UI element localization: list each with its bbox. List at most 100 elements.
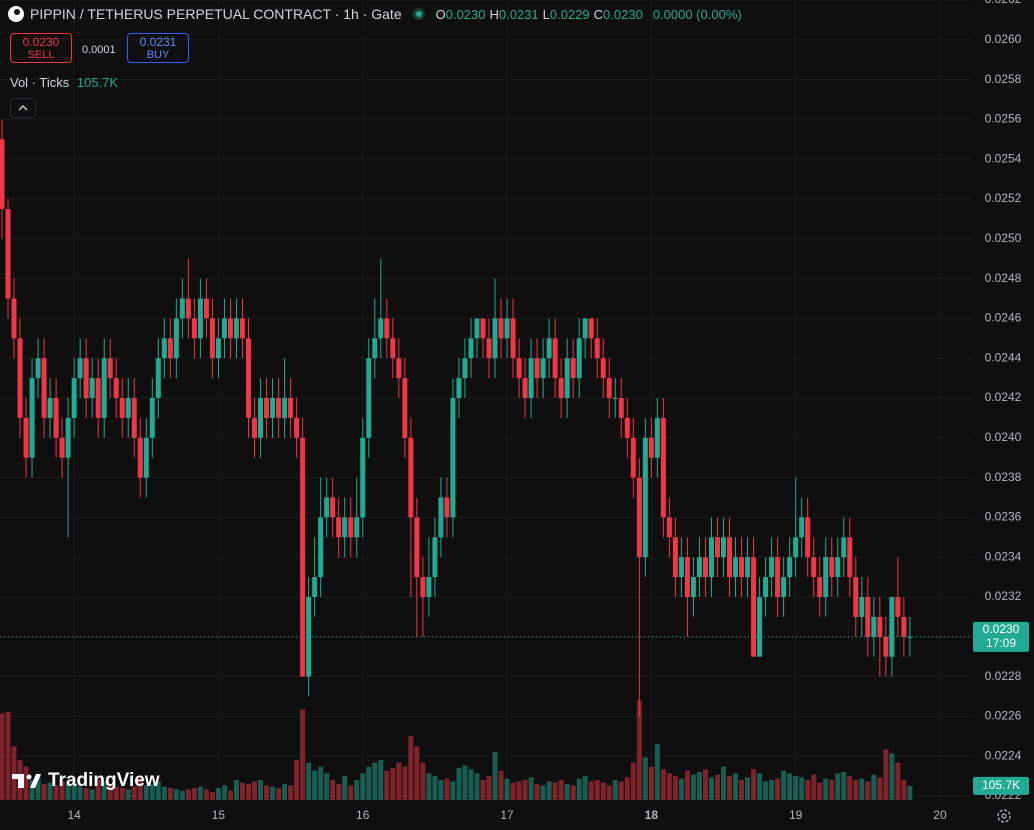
candle-body — [835, 557, 841, 578]
candle-body — [907, 636, 913, 638]
volume-bar — [336, 784, 342, 800]
volume-bar — [480, 780, 486, 800]
volume-bar — [516, 781, 522, 800]
volume-bar — [522, 780, 528, 800]
candle-body — [865, 597, 871, 637]
candle-body — [438, 497, 444, 538]
volume-legend: Vol · Ticks 105.7K — [10, 75, 118, 90]
volume-bar — [763, 781, 769, 800]
sell-button[interactable]: 0.0230 SELL — [10, 33, 72, 63]
volume-bar — [312, 770, 318, 800]
candle-body — [690, 577, 696, 598]
volume-bar — [805, 780, 811, 800]
candle-body — [811, 557, 817, 578]
candle-body — [125, 398, 131, 418]
candle-body — [618, 398, 624, 418]
y-tick-label: 0.0262 — [985, 0, 1022, 6]
candle-body — [660, 417, 666, 518]
volume-bar — [859, 778, 865, 800]
candle-body — [336, 517, 342, 538]
volume-bar — [203, 789, 209, 800]
collapse-button[interactable] — [10, 98, 36, 118]
candle-body — [173, 318, 179, 359]
candle-body — [901, 616, 907, 637]
volume-bar — [71, 785, 77, 800]
last-price-badge — [973, 621, 1029, 652]
candle-body — [282, 398, 288, 418]
sell-label: SELL — [27, 49, 55, 61]
volume-bar — [107, 784, 113, 800]
candle-body — [612, 398, 618, 400]
volume-bar — [510, 782, 516, 800]
candle-body — [65, 417, 71, 458]
candle-body — [0, 139, 5, 209]
candle-body — [203, 298, 209, 319]
volume-title: Vol · Ticks — [10, 75, 70, 90]
volume-bar — [95, 780, 101, 800]
candle-body — [29, 378, 35, 458]
volume-bar — [233, 780, 239, 800]
legend-value: 0.0230 — [603, 6, 643, 22]
candle-body — [35, 358, 41, 379]
volume-bar — [426, 773, 432, 800]
volume-bar — [594, 780, 600, 800]
candle-body — [252, 417, 258, 438]
volume-bar — [576, 778, 582, 800]
symbol-title[interactable]: PIPPIN / TETHERUS PERPETUAL CONTRACT · 1… — [30, 6, 402, 22]
candle-body — [787, 557, 793, 578]
buy-price: 0.0231 — [139, 35, 177, 49]
volume-bar — [258, 780, 264, 800]
settings-button[interactable] — [997, 809, 1011, 823]
candle-body — [396, 358, 402, 379]
volume-bar — [89, 789, 95, 800]
volume-bar — [841, 772, 847, 800]
candles — [0, 119, 913, 717]
candle-body — [215, 338, 221, 359]
volume-bar — [306, 762, 312, 800]
header: PIPPIN / TETHERUS PERPETUAL CONTRACT · 1… — [8, 6, 742, 22]
volume-bar — [239, 782, 245, 800]
x-tick-label: 16 — [356, 808, 370, 822]
volume-bar — [775, 778, 781, 800]
candle-body — [324, 497, 330, 518]
candle-body — [648, 437, 654, 458]
volume-bar — [330, 780, 336, 800]
candle-body — [17, 338, 23, 418]
volume-bar — [137, 780, 143, 800]
volume-bar — [221, 785, 227, 800]
legend-key: C — [593, 6, 604, 22]
candle-body — [745, 557, 751, 578]
candle-body — [606, 378, 612, 399]
volume-bar — [59, 781, 65, 800]
gear-hub — [1001, 813, 1007, 819]
candle-body — [191, 318, 197, 339]
candle-body — [312, 577, 318, 598]
candle-body — [636, 477, 642, 558]
volume-bar — [853, 780, 859, 800]
candle-body — [480, 318, 486, 339]
volume-bar — [438, 780, 444, 800]
candle-body — [720, 537, 726, 558]
volume-bar — [492, 752, 498, 800]
candle-body — [143, 437, 149, 478]
candle-body — [113, 378, 119, 399]
volume-bar — [143, 785, 149, 800]
candle-body — [354, 517, 360, 538]
volume-bar — [354, 780, 360, 800]
volume-bar — [552, 782, 558, 800]
candle-body — [288, 398, 294, 418]
candle-body — [823, 557, 829, 598]
y-tick-label: 0.0246 — [985, 311, 1022, 325]
candle-body — [498, 318, 504, 339]
candle-body — [817, 577, 823, 598]
y-tick-label: 0.0250 — [985, 231, 1022, 245]
candle-body — [408, 437, 414, 518]
candle-body — [516, 358, 522, 379]
legend-value: 0.0231 — [498, 6, 539, 22]
volume-bar — [5, 712, 11, 800]
volume-bar — [582, 776, 588, 800]
buy-button[interactable]: 0.0231 BUY — [127, 33, 189, 63]
candle-body — [462, 358, 468, 379]
candle-body — [233, 318, 239, 339]
